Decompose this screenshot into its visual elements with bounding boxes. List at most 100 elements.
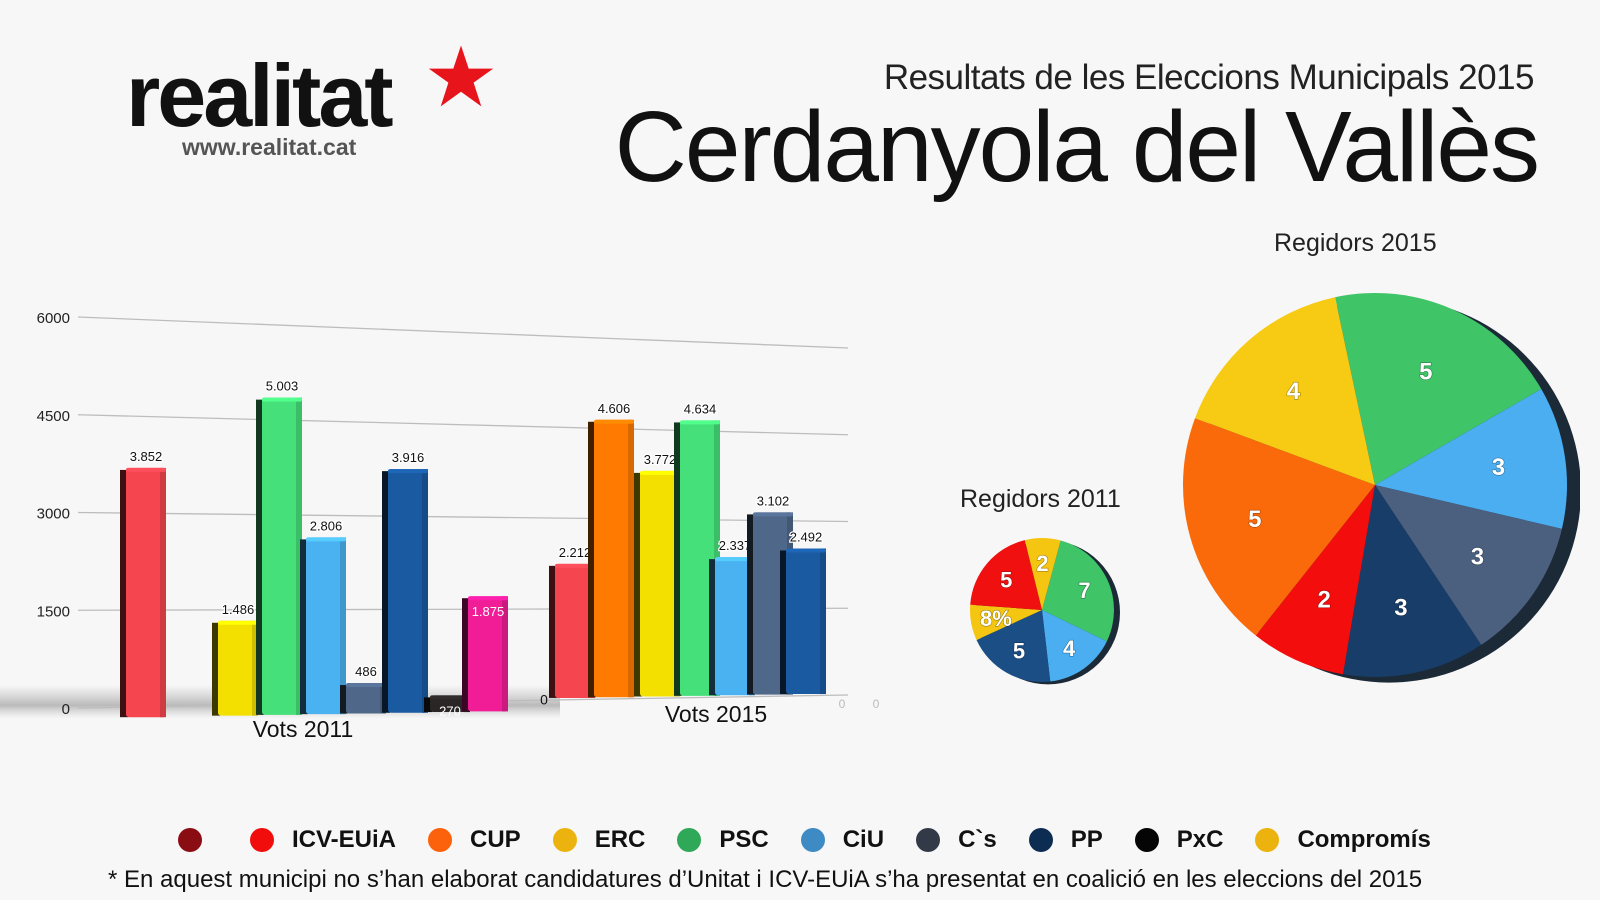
bar xyxy=(634,470,680,697)
pie-slice-label: 5 xyxy=(1000,567,1012,592)
logo-wordmark: realitat xyxy=(126,46,394,145)
legend-item: Compromís xyxy=(1255,826,1431,854)
pie-slice xyxy=(1255,485,1375,675)
star-icon xyxy=(428,45,494,107)
bar xyxy=(300,537,346,715)
gridline xyxy=(77,511,849,523)
legend-label: PSC xyxy=(719,826,769,853)
bar xyxy=(340,683,386,714)
legend-swatch xyxy=(428,828,453,852)
bar xyxy=(256,397,302,715)
bar-value-label: 2.492 xyxy=(790,529,823,544)
gridline xyxy=(77,414,849,436)
legend-item: ERC xyxy=(552,826,646,854)
pie-slice-label: 2 xyxy=(1036,551,1048,576)
pie-slice xyxy=(1024,538,1061,610)
realitat-logo: realitat www.realitat.cat xyxy=(126,45,506,172)
bar xyxy=(780,548,826,695)
bar-value-label: 2.337 xyxy=(719,538,752,553)
legend-swatch xyxy=(677,828,702,852)
pie-slice xyxy=(970,540,1042,610)
legend-swatch xyxy=(1134,828,1159,852)
bar-value-label: 1.486 xyxy=(222,602,255,617)
pie-2011-title: Regidors 2011 xyxy=(960,485,1121,513)
bar xyxy=(462,596,508,712)
legend-swatch xyxy=(916,828,941,852)
pie-slice-label: 3 xyxy=(1394,594,1407,621)
legend-swatch xyxy=(1255,828,1280,852)
y-tick-label: 6000 xyxy=(37,310,70,327)
pie-slice-label: 2 xyxy=(1318,586,1331,613)
pie-slice-label: 4 xyxy=(1287,378,1301,405)
pie-slice-label: 7 xyxy=(1078,578,1090,603)
bar-value-label: 270 xyxy=(439,703,461,718)
bar-value-label: 486 xyxy=(355,664,377,679)
pie-slice-label: 5 xyxy=(1248,506,1261,533)
y-tick-label: 3000 xyxy=(37,506,70,523)
bar-value-label: 0 xyxy=(839,697,846,711)
legend-item xyxy=(178,828,220,852)
legend-item: CiU xyxy=(800,826,885,854)
pie-slice xyxy=(1342,485,1482,677)
bar-value-label: 0 xyxy=(873,697,880,711)
votes-bar-chart: 0 1500 3000 4500 6000 3.852 1.486 5.003 2.806 486… xyxy=(0,310,880,742)
bar xyxy=(588,419,634,698)
legend-label: C`s xyxy=(958,826,997,853)
pie-slice xyxy=(970,604,1042,640)
bar xyxy=(120,467,166,718)
bar-value-label: 2.212 xyxy=(559,545,592,560)
legend-label: PP xyxy=(1070,826,1103,853)
pie-slice xyxy=(1042,610,1107,682)
legend-item: PSC xyxy=(677,826,769,854)
bar-value-label: 1.875 xyxy=(472,604,505,619)
pie-slice xyxy=(1042,540,1114,642)
pie-slice-label: 5 xyxy=(1013,638,1025,663)
bar-value-label: 3.916 xyxy=(392,450,425,465)
footnote: * En aquest municipi no s’han elaborat c… xyxy=(108,866,1423,893)
page-title: Cerdanyola del Vallès xyxy=(614,91,1540,203)
bar-value-label: 3.772 xyxy=(644,452,677,467)
pie-slice-label: 4 xyxy=(1063,636,1076,661)
pie-slice-label: 3 xyxy=(1492,454,1505,481)
legend-label: ERC xyxy=(594,826,646,853)
legend-label: PxC xyxy=(1176,826,1224,853)
legend-item: PP xyxy=(1028,826,1103,854)
bar-value-label: 4.634 xyxy=(684,401,717,416)
legend-label: CUP xyxy=(470,826,521,853)
bar-value-label: 4.606 xyxy=(598,401,631,416)
legend-label: ICV-EUiA xyxy=(292,826,397,853)
legend-swatch xyxy=(178,828,202,852)
pie-slice xyxy=(1195,297,1375,485)
y-tick-label: 1500 xyxy=(37,603,70,620)
legend-swatch xyxy=(250,828,274,852)
bar-value-label: 5.003 xyxy=(266,379,299,394)
bar-value-label: 2.806 xyxy=(310,518,343,533)
legend-item: ICV-EUiA xyxy=(250,826,396,854)
legend-swatch xyxy=(1028,828,1053,852)
pie-slice xyxy=(1183,418,1375,636)
bar-value-label: 3.852 xyxy=(130,449,163,464)
bar xyxy=(212,620,258,716)
page-subtitle: Resultats de les Eleccions Municipals 20… xyxy=(883,58,1535,97)
pie-slice-label: 5 xyxy=(1419,358,1432,385)
legend-label: Compromís xyxy=(1297,826,1431,853)
legend-swatch xyxy=(800,828,825,852)
pie-slice-label: 8% xyxy=(980,606,1012,631)
pie-slice xyxy=(1335,293,1542,485)
legend-item: CUP xyxy=(428,826,521,854)
bar-value-label: 3.102 xyxy=(757,493,790,508)
y-tick-label: 4500 xyxy=(37,408,70,425)
x-category-label: Vots 2015 xyxy=(665,701,767,727)
gridline xyxy=(77,316,849,349)
pie-2015-title: Regidors 2015 xyxy=(1274,229,1437,257)
legend-label: CiU xyxy=(842,826,885,853)
legend: ICV-EUiA CUP ERC PSC CiU C`s PP PxC Compromís xyxy=(178,826,1463,854)
y-tick-label: 0 xyxy=(62,701,70,718)
x-category-label: Vots 2011 xyxy=(253,716,354,742)
councillors-2015-pie: 5 3 3 3 2 5 4 xyxy=(1183,293,1580,683)
pie-slice xyxy=(1375,389,1567,529)
pie-slice xyxy=(976,610,1051,682)
legend-item: PxC xyxy=(1134,826,1224,854)
logo-url: www.realitat.cat xyxy=(182,134,357,160)
pie-slice-label: 3 xyxy=(1471,544,1484,571)
